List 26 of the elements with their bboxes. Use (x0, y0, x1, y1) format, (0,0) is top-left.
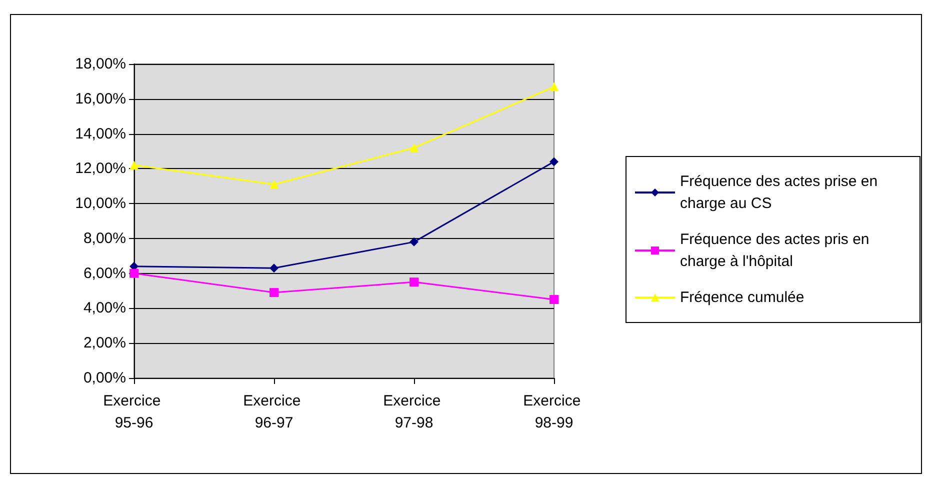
point (270, 264, 278, 273)
y-tick-label: 10,00% (75, 195, 126, 212)
y-tick-label: 8,00% (83, 230, 126, 247)
point (410, 278, 418, 287)
y-tick-label: 12,00% (75, 160, 126, 178)
x-tick-label: Exercice 97-98 (383, 392, 445, 432)
x-tick-label: Exercice 98-99 (523, 392, 585, 432)
point (550, 157, 558, 166)
legend-label: Fréquence des actes pris en charge à l'hôpital (680, 231, 874, 270)
y-tick-label: 16,00% (75, 90, 126, 108)
point (550, 82, 558, 92)
point (410, 143, 418, 152)
y-tick-label: 14,00% (75, 125, 126, 142)
y-tick-label: 6,00% (83, 264, 126, 282)
point (410, 237, 418, 246)
x-tick-label: Exercice 96-97 (243, 392, 305, 432)
point (550, 295, 558, 304)
point (270, 288, 278, 298)
y-tick-label: 2,00% (83, 334, 126, 352)
y-tick-label: 4,00% (83, 300, 126, 317)
x-tick-label: Exercice 95-96 (103, 392, 165, 432)
y-tick-label: 18,00% (75, 56, 126, 72)
legend-label: Fréqence cumulée (680, 289, 804, 306)
legend-label: Fréquence des actes prise en charge au CS (680, 173, 882, 212)
point (270, 180, 278, 189)
y-tick-label: 0,00% (83, 370, 126, 386)
